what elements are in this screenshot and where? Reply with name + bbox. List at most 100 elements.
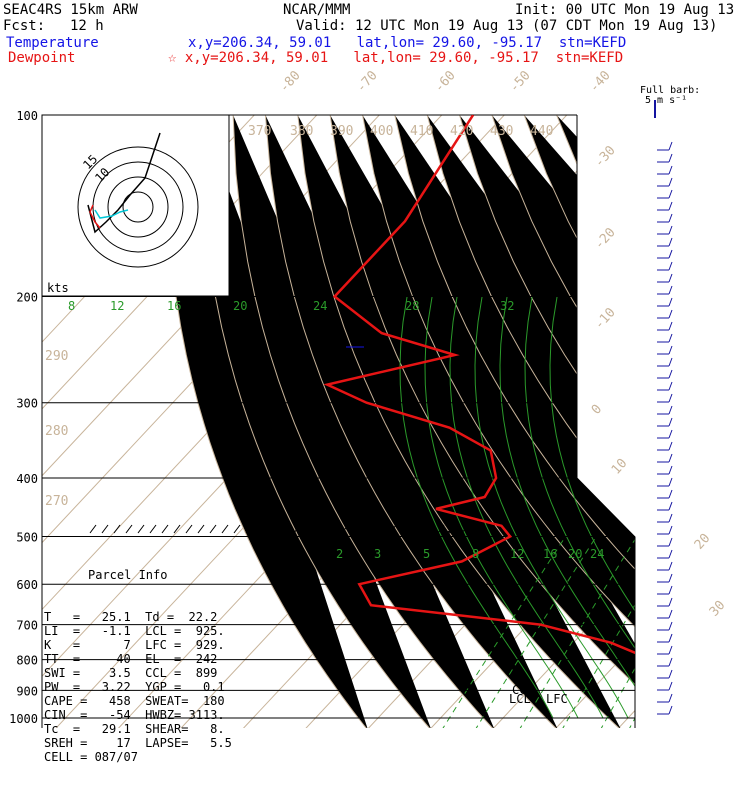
mixing-ratio-label: 20: [233, 299, 247, 313]
wind-barb: [657, 502, 672, 510]
theta-label: 430: [490, 124, 513, 139]
mixing-ratio-label: 24: [313, 299, 327, 313]
wind-barb: [657, 262, 672, 270]
mixing-ratio-label: 8: [68, 299, 75, 313]
wind-barb: [657, 274, 672, 282]
wind-barb-feather: [669, 514, 672, 522]
wind-barb-feather: [669, 430, 672, 438]
wind-barb-feather: [669, 298, 672, 306]
wind-barb-feather: [669, 178, 672, 186]
theta-label: 420: [450, 124, 473, 139]
wind-barb: [657, 514, 672, 522]
wind-barb-feather: [669, 574, 672, 582]
isotherm-label: 20: [692, 531, 714, 553]
wind-barb: [657, 286, 672, 294]
wind-barb-feather: [669, 526, 672, 534]
wind-barb-feather: [669, 478, 672, 486]
wind-barb: [657, 346, 672, 354]
parcel-row: T = 25.1 Td = 22.2: [44, 610, 244, 624]
profile-annotation: LFC: [546, 692, 568, 706]
wind-barb: [657, 634, 672, 642]
wind-barb: [657, 418, 672, 426]
wind-barb: [657, 334, 672, 342]
wind-barb: [657, 550, 672, 558]
wind-barb: [657, 322, 672, 330]
freezing-hatch: [222, 525, 228, 533]
wind-barb-feather: [669, 394, 672, 402]
dry-adiabat-line: [621, 115, 740, 731]
wind-barb-feather: [669, 214, 672, 222]
wind-barb: [657, 586, 672, 594]
wind-barb: [657, 298, 672, 306]
mixing-ratio-label: 12: [110, 299, 124, 313]
dry-adiabat-line: [654, 115, 740, 731]
wind-barb: [657, 358, 672, 366]
parcel-row: PW = 3.22 YGP = 0.1: [44, 680, 244, 694]
wind-barb-feather: [669, 322, 672, 330]
wind-barb-feather: [669, 610, 672, 618]
theta-label: 410: [410, 124, 433, 139]
dry-adiabat-line: [557, 115, 740, 731]
mixing-ratio-label: 12: [510, 547, 524, 561]
wind-barb: [657, 226, 672, 234]
skewt-stage: SEAC4RS 15km ARW NCAR/MMM Init: 00 UTC M…: [0, 0, 740, 740]
wind-barb: [657, 670, 672, 678]
wind-barb: [657, 658, 672, 666]
pressure-label: 500: [16, 530, 38, 544]
mixing-ratio-label: 20: [568, 547, 582, 561]
theta-label: 290: [45, 349, 68, 364]
mixing-ratio-line: [669, 537, 740, 731]
wind-barb: [657, 646, 672, 654]
theta-label: 390: [330, 124, 353, 139]
profile-annotation: LCL: [509, 692, 531, 706]
theta-label: 380: [290, 124, 313, 139]
parcel-row: TT = 40 EL = 242: [44, 652, 244, 666]
mixing-ratio-label: 28: [405, 299, 419, 313]
freezing-hatch: [114, 525, 120, 533]
freezing-hatch: [150, 525, 156, 533]
freezing-hatch: [210, 525, 216, 533]
wind-barb: [657, 214, 672, 222]
wind-barb: [657, 706, 672, 714]
isotherm-line: [679, 87, 740, 730]
mixing-ratio-label: 2: [336, 547, 343, 561]
freezing-hatch: [186, 525, 192, 533]
dry-adiabat-line: [718, 115, 740, 731]
wind-barb-feather: [669, 466, 672, 474]
wind-barb-feather: [669, 202, 672, 210]
wind-barb-feather: [669, 550, 672, 558]
parcel-row: CAPE = 458 SWEAT= 180: [44, 694, 244, 708]
wind-barb-feather: [669, 406, 672, 414]
wind-barb: [657, 430, 672, 438]
isotherm-label: -20: [592, 225, 619, 252]
isotherm-label: -40: [587, 68, 614, 95]
pressure-label: 900: [16, 684, 38, 698]
wind-barb: [657, 406, 672, 414]
profile-annotation: M: [443, 529, 450, 543]
mixing-ratio-label: 32: [500, 299, 514, 313]
parcel-info-title: Parcel Info: [44, 568, 244, 582]
wind-barb-feather: [669, 346, 672, 354]
wind-barb-feather: [669, 562, 672, 570]
wind-barb: [657, 538, 672, 546]
wind-barb-feather: [669, 706, 672, 714]
wind-barb-feather: [669, 694, 672, 702]
wind-barb-feather: [669, 670, 672, 678]
wind-barb-feather: [669, 370, 672, 378]
wind-barb-feather: [669, 190, 672, 198]
pressure-label: 600: [16, 578, 38, 592]
freezing-hatch: [102, 525, 108, 533]
wind-barb: [657, 178, 672, 186]
wind-barb: [657, 466, 672, 474]
wind-barb: [657, 394, 672, 402]
wind-barb: [657, 238, 672, 246]
wind-barb-feather: [669, 238, 672, 246]
mixing-ratio-label: 8: [472, 547, 479, 561]
wind-barb-feather: [669, 538, 672, 546]
theta-label: 440: [530, 124, 553, 139]
wind-barb: [657, 190, 672, 198]
wind-barb-feather: [669, 310, 672, 318]
wind-barb-feather: [669, 286, 672, 294]
wind-barb: [657, 442, 672, 450]
wind-barb: [657, 694, 672, 702]
